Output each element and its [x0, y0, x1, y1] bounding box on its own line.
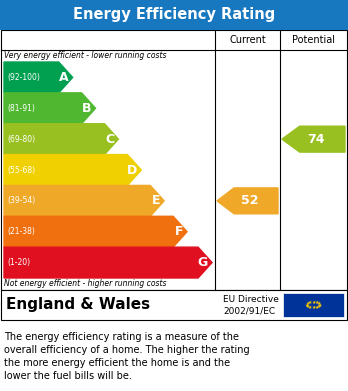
Text: B: B — [82, 102, 92, 115]
Text: ★: ★ — [315, 300, 319, 305]
Polygon shape — [4, 185, 164, 216]
Polygon shape — [4, 154, 141, 185]
Text: 52: 52 — [241, 194, 258, 207]
Text: (1-20): (1-20) — [7, 258, 30, 267]
Text: (92-100): (92-100) — [7, 73, 40, 82]
Text: ★: ★ — [306, 301, 310, 306]
Text: ★: ★ — [317, 304, 322, 309]
Text: Not energy efficient - higher running costs: Not energy efficient - higher running co… — [4, 280, 166, 289]
Text: E: E — [152, 194, 160, 207]
Bar — [1, 290, 347, 320]
Polygon shape — [4, 247, 212, 278]
Text: ★: ★ — [308, 300, 312, 305]
Text: England & Wales: England & Wales — [6, 298, 150, 312]
Text: ★: ★ — [317, 301, 322, 306]
Text: (81-91): (81-91) — [7, 104, 35, 113]
Text: 74: 74 — [307, 133, 324, 145]
Text: Potential: Potential — [292, 35, 335, 45]
Polygon shape — [4, 62, 73, 93]
Text: C: C — [105, 133, 114, 145]
Bar — [1, 30, 347, 290]
Text: Energy Efficiency Rating: Energy Efficiency Rating — [73, 7, 275, 23]
Text: D: D — [127, 163, 137, 176]
Text: ★: ★ — [304, 303, 309, 307]
Text: F: F — [175, 225, 183, 238]
Text: ★: ★ — [315, 305, 319, 310]
Text: ★: ★ — [311, 305, 316, 310]
Bar — [0, 0, 348, 30]
Polygon shape — [4, 93, 95, 124]
Polygon shape — [282, 126, 345, 152]
Text: The energy efficiency rating is a measure of the
overall efficiency of a home. T: The energy efficiency rating is a measur… — [4, 332, 250, 381]
Text: ★: ★ — [306, 304, 310, 309]
Text: (55-68): (55-68) — [7, 165, 35, 174]
Bar — [283, 293, 344, 317]
Text: G: G — [198, 256, 208, 269]
Polygon shape — [4, 216, 187, 247]
Text: A: A — [59, 71, 69, 84]
Text: (69-80): (69-80) — [7, 135, 35, 143]
Text: ★: ★ — [308, 305, 312, 310]
Text: (21-38): (21-38) — [7, 227, 35, 236]
Text: Very energy efficient - lower running costs: Very energy efficient - lower running co… — [4, 52, 166, 61]
Polygon shape — [217, 188, 278, 214]
Text: ★: ★ — [318, 303, 322, 307]
Text: Current: Current — [229, 35, 266, 45]
Text: (39-54): (39-54) — [7, 196, 35, 205]
Text: EU Directive
2002/91/EC: EU Directive 2002/91/EC — [223, 294, 279, 316]
Text: ★: ★ — [311, 300, 316, 305]
Polygon shape — [4, 124, 118, 154]
